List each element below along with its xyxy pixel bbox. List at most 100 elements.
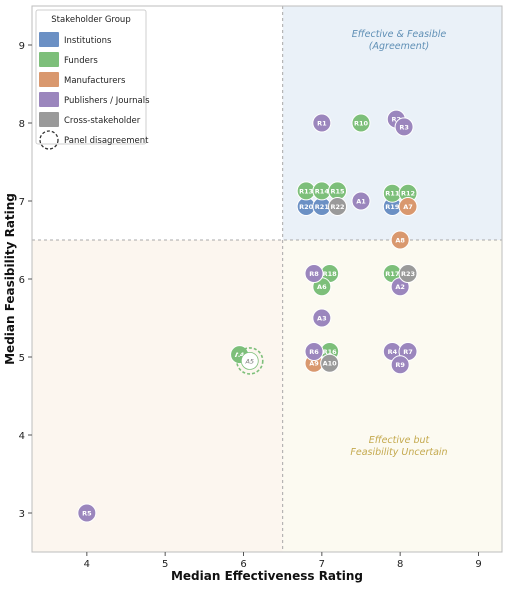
point-marker [351, 191, 371, 211]
point-a3: A3 [312, 308, 332, 328]
point-label: R4 [388, 348, 398, 356]
disagreement-point-a5: A5 [235, 347, 264, 375]
point-a7: A7 [398, 196, 418, 216]
legend-item: Panel disagreement [39, 130, 149, 150]
point-label: R21 [315, 203, 330, 211]
y-tick-label: 5 [19, 353, 25, 364]
x-tick-label: 6 [240, 559, 246, 570]
point-marker [390, 355, 410, 375]
point-label: R7 [403, 348, 413, 356]
point-label: R20 [299, 203, 314, 211]
quadrant-label-effective-feasible: Effective & Feasible [352, 29, 447, 40]
disagreement-ring [235, 347, 264, 375]
legend-dashed-circle-icon [39, 130, 59, 150]
disagreement-label: A5 [244, 357, 254, 365]
quadrant-label-effective-uncertain: Effective but [369, 435, 431, 446]
y-tick-label: 6 [19, 275, 25, 286]
point-marker [304, 264, 324, 284]
y-tick-label: 3 [19, 509, 25, 520]
point-a10: A10 [320, 353, 340, 373]
point-label: A10 [323, 360, 338, 368]
point-label: R10 [354, 119, 369, 127]
point-label: R15 [330, 187, 345, 195]
y-tick-label: 4 [19, 431, 25, 442]
legend-label: Funders [64, 56, 98, 66]
point-marker [312, 113, 332, 133]
point-marker [312, 308, 332, 328]
point-label: A7 [403, 203, 413, 211]
legend-label: Manufacturers [64, 76, 126, 86]
point-label: R18 [323, 270, 338, 278]
legend-swatch [39, 112, 59, 127]
legend-item: Funders [39, 52, 98, 67]
x-tick-label: 5 [162, 559, 168, 570]
point-a1: A1 [351, 191, 371, 211]
point-marker [328, 196, 347, 216]
y-tick-label: 9 [19, 41, 25, 52]
point-marker [390, 230, 410, 250]
point-label: R19 [385, 203, 400, 211]
point-r5: R5 [77, 503, 97, 523]
point-label: R23 [401, 270, 415, 278]
point-r22: R22 [328, 196, 347, 216]
point-r1: R1 [312, 113, 332, 133]
legend-item: Cross-stakeholder [39, 112, 141, 127]
legend-swatch [39, 32, 59, 47]
legend-label: Publishers / Journals [64, 96, 150, 106]
point-label: A3 [317, 314, 327, 322]
point-label: R5 [82, 509, 92, 517]
point-r8: R8 [304, 264, 324, 284]
y-tick-label: 8 [19, 119, 25, 130]
legend-swatch [39, 92, 59, 107]
point-marker [304, 342, 324, 362]
x-tick-label: 4 [84, 559, 90, 570]
point-r23: R23 [398, 264, 418, 284]
point-marker [398, 196, 418, 216]
legend-box [35, 9, 147, 145]
quadrant-label-effective-uncertain: Feasibility Uncertain [350, 447, 447, 458]
point-label: R8 [309, 270, 319, 278]
legend-label: Cross-stakeholder [64, 116, 141, 126]
point-label: R6 [309, 348, 319, 356]
point-label: A4 [235, 351, 245, 359]
x-tick-label: 9 [475, 559, 481, 570]
legend-item: Publishers / Journals [39, 92, 150, 107]
point-label: A2 [395, 283, 405, 291]
point-r3: R3 [394, 117, 414, 137]
legend-label: Panel disagreement [64, 136, 149, 146]
point-marker [394, 117, 414, 137]
disagreement-marker [240, 351, 259, 370]
legend-title: Stakeholder Group [51, 15, 130, 25]
point-marker [351, 113, 371, 133]
point-label: R16 [323, 348, 338, 356]
point-marker [77, 503, 97, 523]
point-label: R17 [385, 270, 399, 278]
point-label: R12 [401, 190, 415, 198]
point-label: R2 [391, 116, 401, 124]
point-marker [320, 353, 340, 373]
point-label: A6 [317, 283, 327, 291]
point-a8: A8 [390, 230, 410, 250]
point-label: A9 [309, 360, 319, 368]
point-label: R9 [395, 361, 405, 369]
legend-label: Institutions [64, 36, 112, 46]
point-label: R14 [315, 187, 330, 195]
quadrant-label-effective-feasible: (Agreement) [369, 41, 429, 52]
y-axis-label: Median Feasibility Rating [3, 193, 17, 365]
legend-swatch [39, 52, 59, 67]
point-r9: R9 [390, 355, 410, 375]
point-label: R22 [330, 203, 344, 211]
y-tick-label: 7 [19, 197, 25, 208]
point-label: R11 [385, 190, 400, 198]
point-marker [398, 264, 418, 284]
point-label: R3 [399, 123, 409, 131]
legend-item: Institutions [39, 32, 112, 47]
legend: Stakeholder Group Institutions Funders Manu… [35, 9, 150, 150]
point-label: R13 [299, 187, 313, 195]
legend-item: Manufacturers [39, 72, 126, 87]
quadrant-low-effectiveness-uncertain [32, 240, 283, 552]
point-r6: R6 [304, 342, 324, 362]
point-r10: R10 [351, 113, 371, 133]
